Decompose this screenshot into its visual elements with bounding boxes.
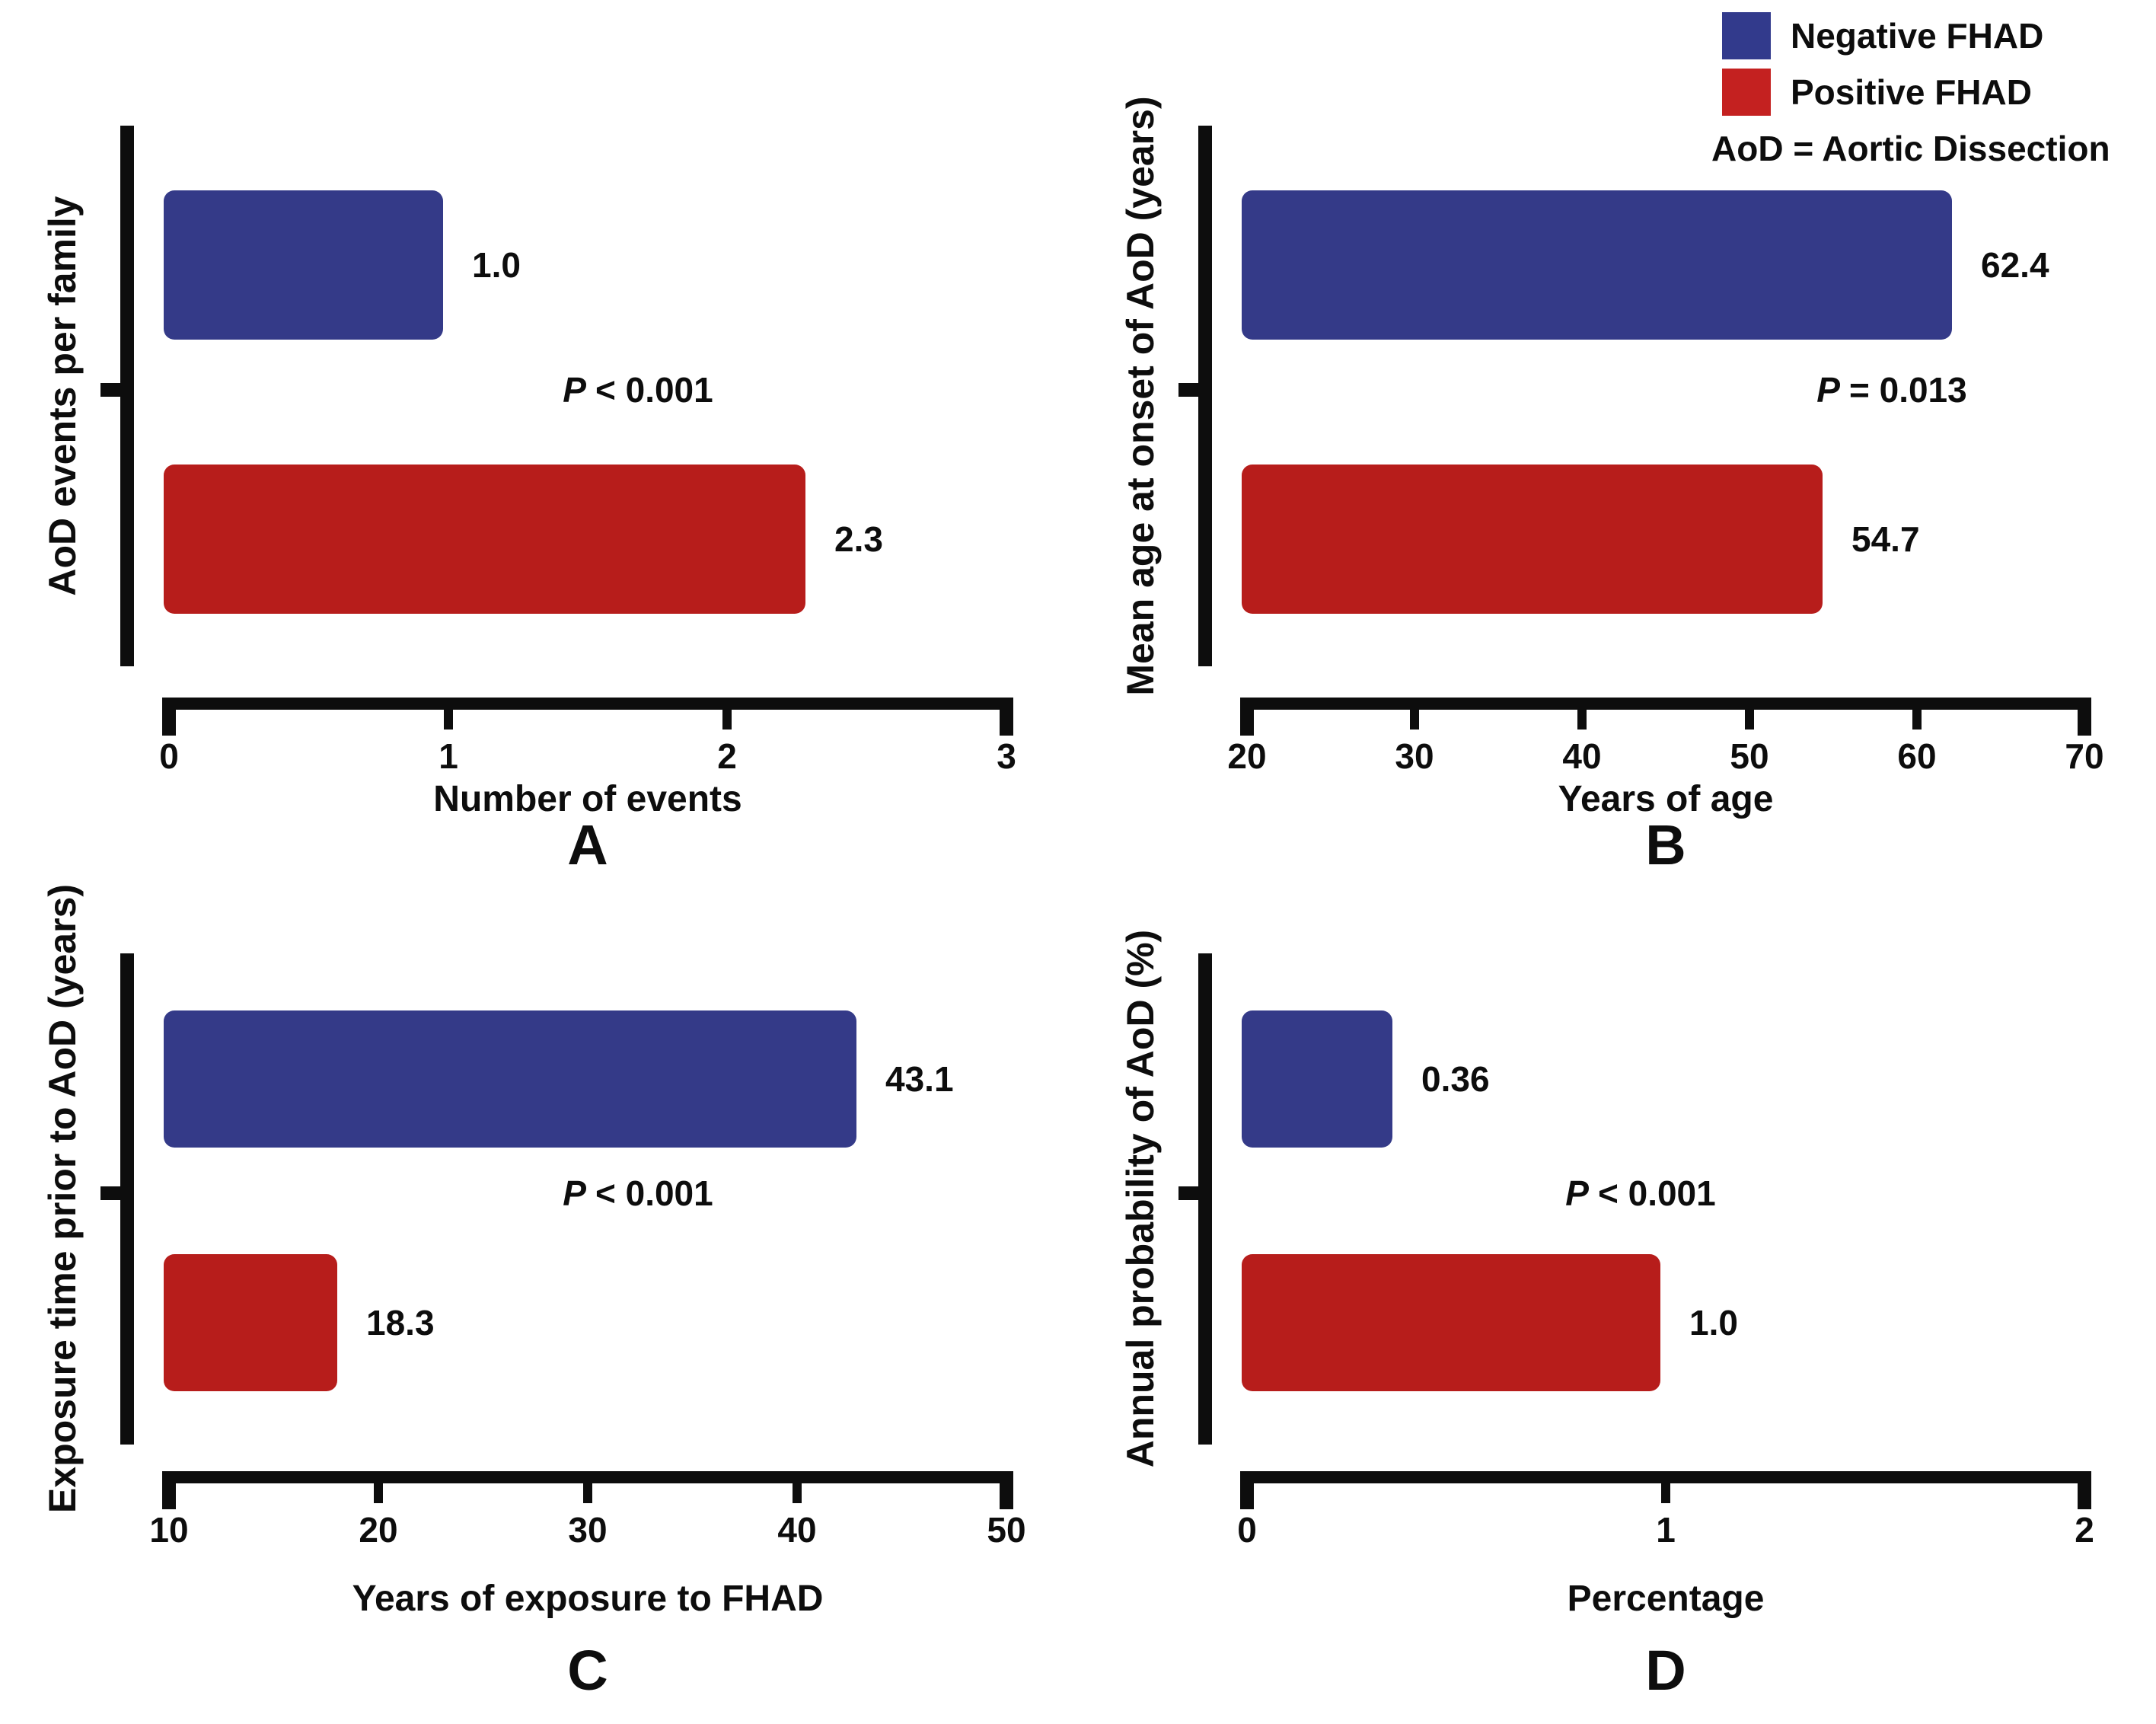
x-axis-tick [2078,1471,2091,1509]
x-axis-tick-label: 1 [439,736,458,776]
panel-A: AoD events per family 1.0 2.3 P < 0.001 0… [0,0,1078,876]
legend: Negative FHAD Positive FHAD AoD = Aortic… [1711,9,2110,171]
legend-swatch-negative [1722,12,1771,59]
legend-swatch-positive [1722,69,1771,116]
x-axis-tick [374,1471,383,1503]
legend-label: Positive FHAD [1791,72,2032,112]
x-axis-tick [1745,698,1754,730]
y-axis-mid-tick [1178,1186,1200,1200]
bar-negative-fhad [164,190,443,340]
p-value-label: P < 0.001 [563,1173,713,1213]
x-axis-tick [1000,1471,1013,1509]
y-axis-line [120,126,134,666]
p-value-label: P < 0.001 [1565,1173,1716,1213]
p-value-label: P < 0.001 [563,370,713,410]
bar-value-label: 0.36 [1421,1059,1490,1099]
y-axis-line [120,953,134,1445]
panel-letter: A [567,813,608,876]
bar-negative-fhad [1242,190,1952,340]
x-axis-tick-label: 0 [159,736,179,776]
bar-positive-fhad [164,1254,337,1391]
x-axis-tick-label: 10 [149,1510,189,1550]
x-axis-tick [1240,698,1254,736]
legend-item-negative: Negative FHAD [1711,9,2110,65]
x-axis-tick [1661,1471,1670,1503]
bar-positive-fhad [1242,1254,1660,1391]
panel-letter: C [567,1639,608,1702]
x-axis-tick-label: 30 [1395,736,1434,776]
y-axis-mid-tick [1178,383,1200,397]
bar-positive-fhad [164,465,805,614]
bar-negative-fhad [164,1010,856,1148]
x-axis-tick [1240,1471,1254,1509]
x-axis-line [162,698,1013,710]
x-axis-tick-label: 20 [359,1510,398,1550]
x-axis-tick-label: 20 [1227,736,1267,776]
legend-label: Negative FHAD [1791,16,2044,56]
x-axis-tick-label: 60 [1897,736,1937,776]
bar-value-label: 18.3 [366,1303,435,1342]
x-axis-tick-label: 50 [987,1510,1026,1550]
x-axis-tick-label: 0 [1237,1510,1257,1550]
x-axis-tick [722,698,732,730]
x-axis-tick [162,698,176,736]
x-axis-tick [1000,698,1013,736]
x-axis-tick-label: 40 [1562,736,1602,776]
bar-value-label: 62.4 [1981,245,2049,285]
panel-letter: D [1645,1639,1686,1702]
y-axis-title: Exposure time prior to AoD (years) [41,883,84,1514]
bar-positive-fhad [1242,465,1823,614]
x-axis-title: Number of events [433,779,742,819]
legend-abbreviation-note: AoD = Aortic Dissection [1711,129,2110,168]
bar-value-label: 2.3 [834,519,883,559]
x-axis-tick-label: 2 [2075,1510,2094,1550]
x-axis-tick [162,1471,176,1509]
panel-D: Annual probability of AoD (%) 0.36 1.0 P… [1078,862,2156,1724]
x-axis-title: Percentage [1567,1579,1765,1619]
y-axis-title: AoD events per family [41,196,84,596]
x-axis-tick [444,698,453,730]
x-axis-tick-label: 40 [777,1510,817,1550]
y-axis-line [1198,126,1212,666]
x-axis-title: Years of age [1558,779,1774,819]
x-axis-tick [583,1471,592,1503]
x-axis-line [1240,698,2091,710]
bar-negative-fhad [1242,1010,1392,1148]
x-axis-tick [1912,698,1922,730]
x-axis-title: Years of exposure to FHAD [352,1579,824,1619]
x-axis-tick-label: 1 [1656,1510,1676,1550]
panel-letter: B [1645,813,1686,876]
x-axis-tick [2078,698,2091,736]
x-axis-tick [1577,698,1587,730]
bar-value-label: 1.0 [1689,1303,1738,1342]
p-value-label: P = 0.013 [1816,370,1967,410]
x-axis-tick [1410,698,1419,730]
bar-value-label: 54.7 [1851,519,1920,559]
x-axis-tick-label: 50 [1730,736,1769,776]
panel-B: Mean age at onset of AoD (years) 62.4 54… [1078,0,2156,875]
legend-item-positive: Positive FHAD [1711,65,2110,122]
y-axis-title: Annual probability of AoD (%) [1119,929,1162,1468]
bar-value-label: 43.1 [885,1059,954,1099]
x-axis-tick-label: 70 [2065,736,2104,776]
x-axis-tick-label: 3 [997,736,1016,776]
x-axis-tick-label: 30 [568,1510,608,1550]
y-axis-mid-tick [100,383,122,397]
y-axis-title: Mean age at onset of AoD (years) [1119,96,1162,696]
panel-C: Exposure time prior to AoD (years) 43.1 … [0,862,1078,1724]
x-axis-tick-label: 2 [717,736,737,776]
y-axis-line [1198,953,1212,1445]
y-axis-mid-tick [100,1186,122,1200]
x-axis-tick [793,1471,802,1503]
bar-value-label: 1.0 [472,245,521,285]
